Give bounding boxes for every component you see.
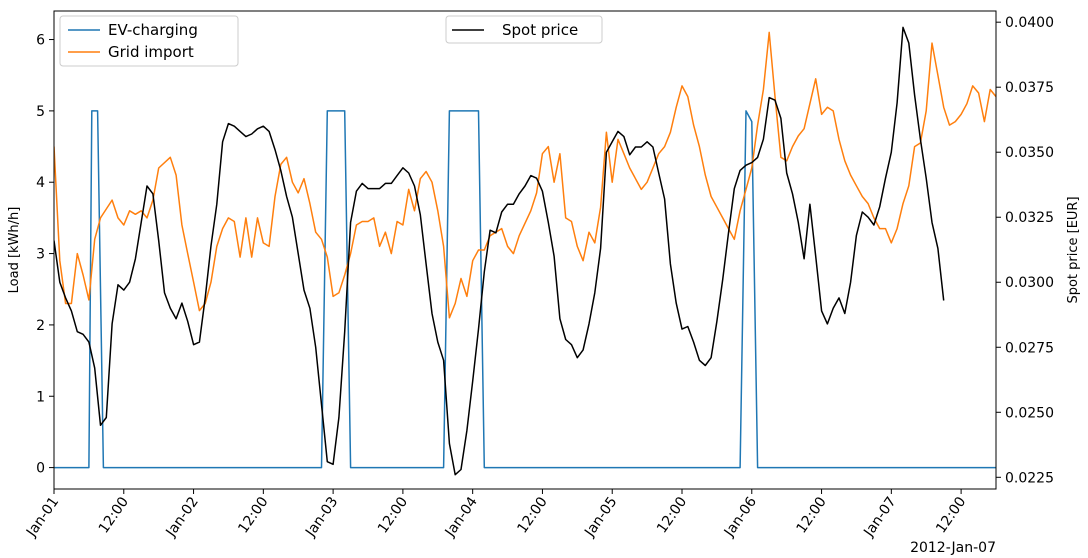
y-left-tick-label: 3 <box>36 247 45 263</box>
series-line-grid-import <box>54 31 996 319</box>
x-tick-label: Jan-03 <box>302 494 341 540</box>
right-axis: 0.0225 0.0250 0.0275 0.0300 0.0325 0.0350 0.03… <box>996 15 1054 486</box>
x-tick-label: 12:00 <box>933 494 969 536</box>
x-tick-label: 12:00 <box>794 494 830 536</box>
x-tick-label: 12:00 <box>654 494 690 536</box>
y-axis-label-left: Load [kWh/h] <box>7 207 22 294</box>
y-right-tick-label: 0.0300 <box>1005 275 1054 291</box>
y-left-tick-label: 5 <box>36 104 45 120</box>
legend-right: Spot price <box>445 15 603 44</box>
y-left-tick-label: 6 <box>36 33 45 49</box>
x-tick-label: 12:00 <box>235 494 271 536</box>
x-tick-label: 12:00 <box>96 494 132 536</box>
x-axis: Jan-01 12:00 Jan-02 12:00 Jan-03 12:00 Jan-04 1… <box>23 489 969 541</box>
x-tick-label: Jan-01 <box>23 494 62 540</box>
y-axis-label-right: Spot price [EUR] <box>1066 196 1081 303</box>
legend-spot-price-label: Spot price <box>502 21 578 39</box>
legend-left: EV-charging Grid import <box>59 15 239 67</box>
plot-frame <box>53 10 997 490</box>
y-right-tick-label: 0.0400 <box>1005 15 1054 31</box>
y-left-tick-label: 2 <box>36 318 45 334</box>
y-right-tick-label: 0.0325 <box>1005 210 1054 226</box>
y-left-tick-label: 1 <box>36 389 45 405</box>
y-right-tick-label: 0.0375 <box>1005 80 1054 96</box>
x-tick-label: Jan-05 <box>581 494 620 540</box>
series-line-spot-price <box>54 26 945 476</box>
legend-ev-charging-label: EV-charging <box>108 21 198 39</box>
legend-left-box <box>59 15 239 67</box>
legend-grid-import-label: Grid import <box>108 43 194 61</box>
x-tick-label: 12:00 <box>375 494 411 536</box>
x-tick-label: Jan-07 <box>860 494 899 540</box>
y-right-tick-label: 0.0275 <box>1005 340 1054 356</box>
y-right-tick-label: 0.0225 <box>1005 470 1054 486</box>
x-tick-label: 12:00 <box>514 494 550 536</box>
y-left-tick-label: 4 <box>36 175 45 191</box>
series-line-ev-charging <box>54 110 996 469</box>
y-left-tick-label: 0 <box>36 461 45 477</box>
y-right-tick-label: 0.0250 <box>1005 405 1054 421</box>
y-right-tick-label: 0.0350 <box>1005 145 1054 161</box>
x-tick-label: Jan-02 <box>163 494 202 540</box>
x-axis-offset-label: 2012-Jan-07 <box>910 540 996 556</box>
x-tick-label: Jan-06 <box>721 494 760 540</box>
legend-right-box <box>445 15 603 44</box>
left-axis: 0 1 2 3 4 5 6 <box>36 33 54 477</box>
series-layer <box>54 26 996 476</box>
x-tick-label: Jan-04 <box>442 494 481 540</box>
